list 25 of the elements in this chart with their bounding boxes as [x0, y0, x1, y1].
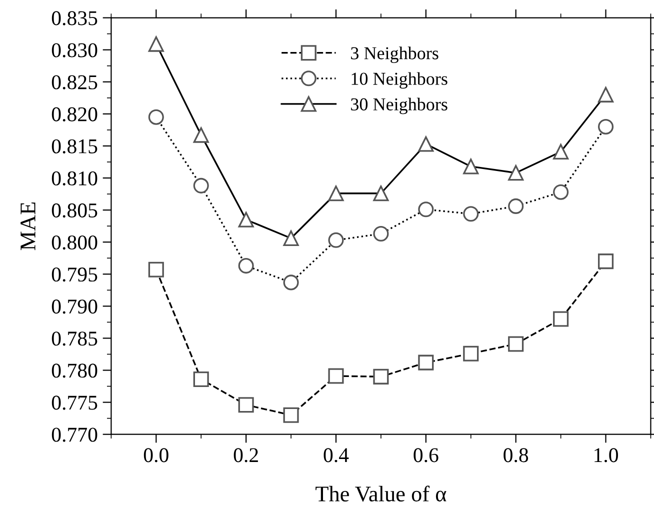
y-tick-label: 0.825 — [52, 75, 98, 90]
x-axis-title: The Value of α — [316, 486, 446, 502]
y-tick-label: 0.780 — [52, 364, 98, 378]
x-tick-label: 0.4 — [324, 448, 349, 462]
y-tick-label: 0.790 — [52, 300, 98, 314]
y-tick-label: 0.770 — [52, 428, 98, 442]
y-tick-label: 0.835 — [52, 11, 98, 26]
y-tick-label: 0.805 — [52, 203, 98, 218]
y-tick-label: 0.775 — [52, 396, 98, 410]
x-tick-label: 1.0 — [594, 448, 618, 462]
x-tick-label: 0.8 — [504, 448, 528, 462]
x-tick-label: 0.2 — [234, 448, 258, 462]
legend-label: 30 Neighbors — [351, 98, 448, 114]
y-axis-title: MAE — [20, 202, 36, 250]
y-tick-label: 0.800 — [52, 235, 98, 250]
y-tick-label: 0.815 — [52, 139, 98, 154]
y-tick-label: 0.820 — [52, 107, 98, 122]
x-tick-label: 0.0 — [144, 448, 168, 462]
y-tick-label: 0.785 — [52, 332, 98, 346]
legend-label: 10 Neighbors — [352, 72, 448, 89]
x-tick-label: 0.6 — [414, 448, 438, 462]
y-tick-label: 0.795 — [52, 268, 98, 282]
legend-label: 3 Neighbors — [351, 46, 438, 64]
y-tick-label: 0.830 — [52, 43, 98, 58]
y-tick-label: 0.810 — [52, 171, 98, 186]
